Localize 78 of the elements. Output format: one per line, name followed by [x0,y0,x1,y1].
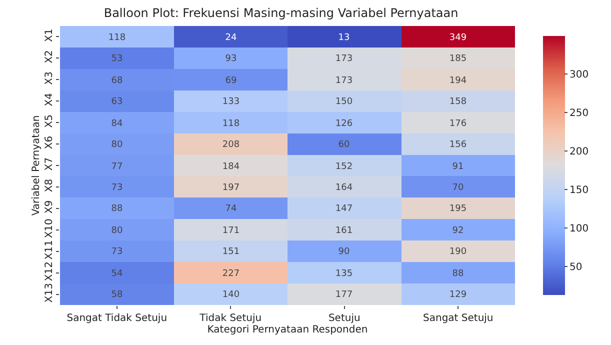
data-label: 185 [449,54,467,64]
color-bar-label: 150 [570,184,589,196]
data-label: 195 [449,204,467,214]
y-tick-label: X4 [44,93,55,106]
color-bar-label: 100 [570,223,589,234]
y-tick-label: X13 [44,282,55,303]
data-label: 349 [449,33,467,44]
data-label: 84 [111,119,123,130]
data-label: 74 [225,204,237,214]
data-label: 58 [111,290,123,300]
data-label: 73 [111,247,123,258]
y-tick-label: X3 [44,72,55,85]
data-label: 197 [222,183,240,194]
data-label: 190 [449,247,467,258]
data-label: 13 [338,33,350,44]
data-label: 173 [335,76,353,86]
color-bar-label: 300 [570,69,589,80]
chart-title: Balloon Plot: Frekuensi Masing-masing Variabel Pernyataan [104,6,458,20]
color-bar-label: 200 [570,146,589,158]
y-tick-label: X5 [44,114,55,128]
data-label: 88 [111,204,123,214]
data-label: 126 [335,119,353,130]
data-label: 93 [225,54,237,64]
data-label: 129 [449,290,467,300]
y-tick-label: X8 [44,178,55,192]
data-label: 156 [449,140,467,150]
data-label: 133 [222,97,240,108]
data-label: 24 [225,33,237,44]
data-label: 73 [111,183,123,194]
y-tick-label: X6 [44,136,55,150]
y-tick-label: X2 [44,50,55,64]
data-label: 161 [335,226,353,236]
x-tick-label: Setuju [328,313,360,324]
x-tick-label: Sangat Tidak Setuju [66,313,168,324]
data-label: 77 [111,162,123,172]
data-label: 150 [335,97,353,108]
data-label: 63 [111,97,123,108]
data-label: 54 [111,269,123,280]
data-label: 68 [111,76,123,86]
data-label: 227 [222,269,240,280]
data-label: 118 [108,33,126,44]
data-label: 147 [335,204,353,214]
data-label: 194 [449,76,467,86]
data-label: 70 [452,183,464,194]
data-label: 69 [225,76,237,86]
data-label: 184 [222,162,240,172]
data-label: 152 [335,162,353,172]
data-label: 80 [111,226,123,236]
y-tick-label: X10 [44,218,55,238]
y-axis-title: Variabel Pernyataan [31,115,42,216]
data-label: 176 [449,119,467,130]
y-tick-label: X11 [44,240,55,260]
data-label: 151 [222,247,240,258]
color-bar-label: 50 [570,262,582,273]
y-tick-label: X12 [44,262,55,282]
data-label: 173 [335,54,353,64]
data-label: 140 [222,290,240,300]
data-label: 164 [335,183,353,194]
data-label: 158 [449,97,467,108]
data-label: 208 [222,140,240,150]
data-label: 171 [222,226,240,236]
x-tick-label: Sangat Setuju [422,313,494,324]
data-label: 80 [111,140,123,150]
data-label: 53 [111,54,123,64]
y-tick-label: X9 [44,200,55,214]
data-label: 177 [335,290,353,300]
data-label: 135 [335,269,353,280]
y-tick-label: X1 [44,28,55,42]
y-tick-label: X7 [44,157,55,171]
data-label: 92 [452,226,464,236]
data-label: 118 [222,119,240,130]
data-label: 60 [338,140,350,150]
x-tick-label: Tidak Setuju [198,313,262,324]
x-axis-title: Kategori Pernyataan Responden [207,324,368,336]
data-label: 91 [452,162,464,172]
color-bar-label: 250 [570,108,589,119]
data-label: 88 [452,269,464,280]
data-label: 90 [338,247,350,258]
